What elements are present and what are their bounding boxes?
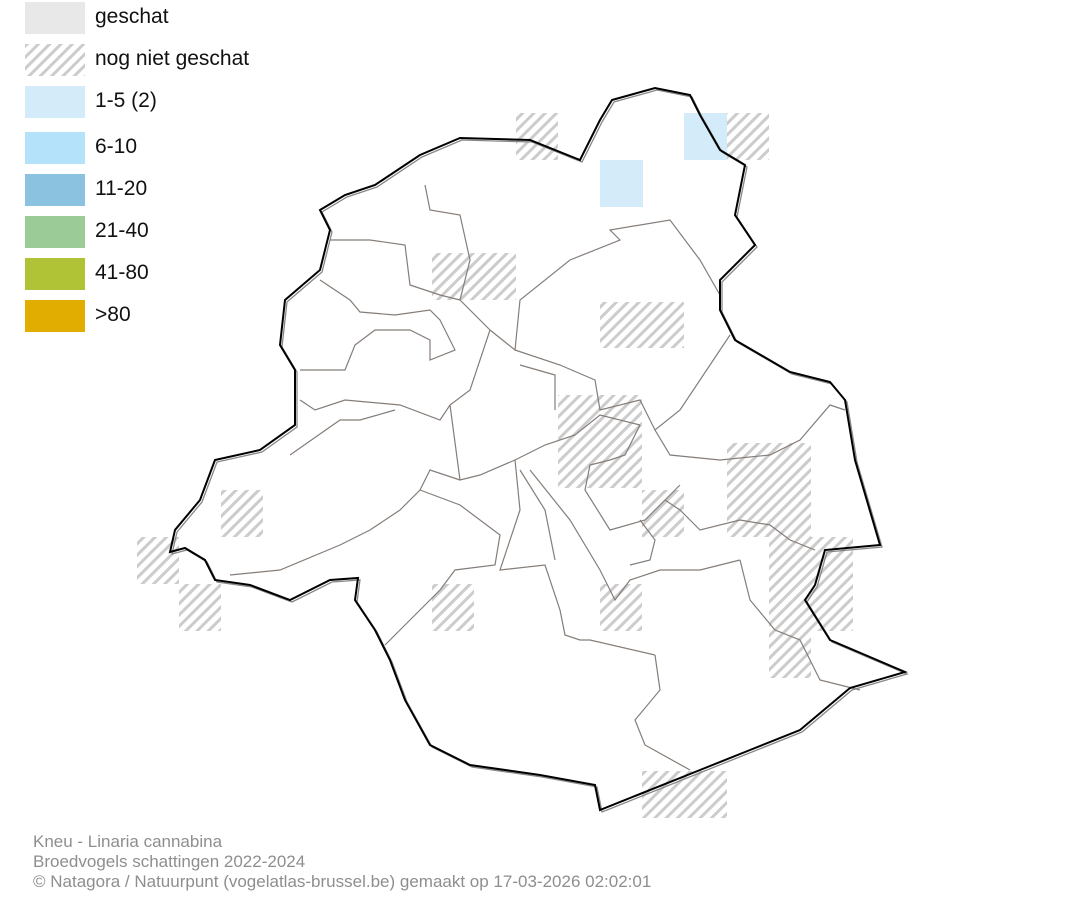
not-estimated-cell <box>769 537 853 631</box>
municipal-boundaries <box>229 184 861 771</box>
map-caption: Kneu - Linaria cannabina Broedvogels sch… <box>33 832 651 892</box>
legend-label: nog niet geschat <box>95 47 250 70</box>
legend-swatch <box>25 174 85 206</box>
estimated-cells <box>600 113 727 207</box>
legend-item-11-20: 11-20 <box>25 174 345 206</box>
region-outline <box>168 86 908 812</box>
legend-item-1-5: 1-5 (2) <box>25 86 345 118</box>
not-estimated-cell <box>727 443 811 537</box>
legend-swatch <box>25 216 85 248</box>
legend-item-geschat: geschat <box>25 2 345 34</box>
legend-label: 21-40 <box>95 219 149 242</box>
legend-label: 41-80 <box>95 261 149 284</box>
legend-item-21-40: 21-40 <box>25 216 345 248</box>
estimate-cell-1-5 <box>600 160 643 207</box>
legend-swatch <box>25 300 85 332</box>
legend-item-gt80: >80 <box>25 300 345 332</box>
not-estimated-cell <box>221 490 263 537</box>
legend-swatch <box>25 132 85 164</box>
not-estimated-cell <box>600 302 684 348</box>
legend-swatch-hatched <box>25 44 85 76</box>
not-estimated-cell <box>642 771 727 818</box>
legend-label: >80 <box>95 303 131 326</box>
species-name: Kneu - Linaria cannabina <box>33 832 223 851</box>
not-estimated-cell <box>727 113 769 160</box>
legend-label: geschat <box>95 5 169 28</box>
not-estimated-cell <box>432 253 516 300</box>
legend-label: 1-5 (2) <box>95 89 157 112</box>
legend-item-nog-niet-geschat: nog niet geschat <box>25 44 345 76</box>
legend-swatch <box>25 2 85 34</box>
legend-swatch <box>25 86 85 118</box>
legend-label: 11-20 <box>95 177 148 200</box>
legend-item-41-80: 41-80 <box>25 258 345 290</box>
legend-item-6-10: 6-10 <box>25 132 345 164</box>
estimate-cell-1-5 <box>684 113 727 160</box>
not-estimated-cell <box>179 584 221 631</box>
map-subtitle: Broedvogels schattingen 2022-2024 <box>33 852 306 871</box>
legend-swatch <box>25 258 85 290</box>
credit-line: © Natagora / Natuurpunt (vogelatlas-brus… <box>33 872 652 891</box>
not-estimated-cell <box>769 631 811 678</box>
not-estimated-cell <box>516 113 558 160</box>
not-estimated-cell <box>642 490 684 537</box>
not-estimated-cells <box>137 113 853 818</box>
legend-label: 6-10 <box>95 135 138 158</box>
